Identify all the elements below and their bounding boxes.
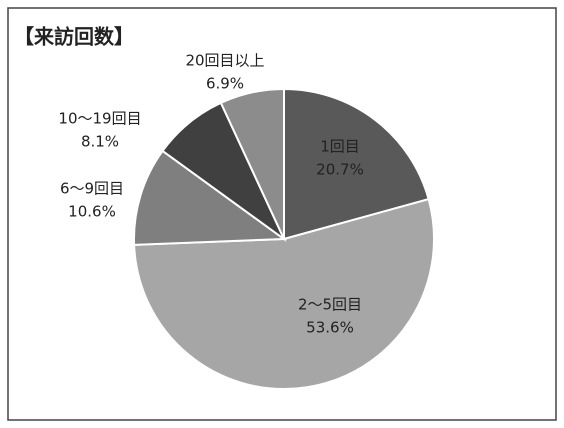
slice-label: 1回目 bbox=[320, 138, 360, 156]
value-label: 20.7% bbox=[316, 161, 364, 179]
slice-label: 10～19回目 bbox=[58, 110, 141, 128]
slice-label: 6～9回目 bbox=[60, 180, 124, 198]
pie-slice bbox=[133, 197, 435, 390]
slice-label: 20回目以上 bbox=[185, 52, 264, 70]
value-label: 10.6% bbox=[68, 203, 116, 221]
value-label: 53.6% bbox=[306, 319, 354, 337]
value-label: 8.1% bbox=[81, 133, 119, 151]
slice-label: 2～5回目 bbox=[298, 296, 362, 314]
pie-slice bbox=[133, 149, 287, 246]
pie-slice bbox=[283, 87, 430, 241]
pie-slice bbox=[219, 87, 285, 240]
value-label: 6.9% bbox=[206, 75, 244, 93]
chart-title: 【来訪回数】 bbox=[14, 25, 134, 49]
